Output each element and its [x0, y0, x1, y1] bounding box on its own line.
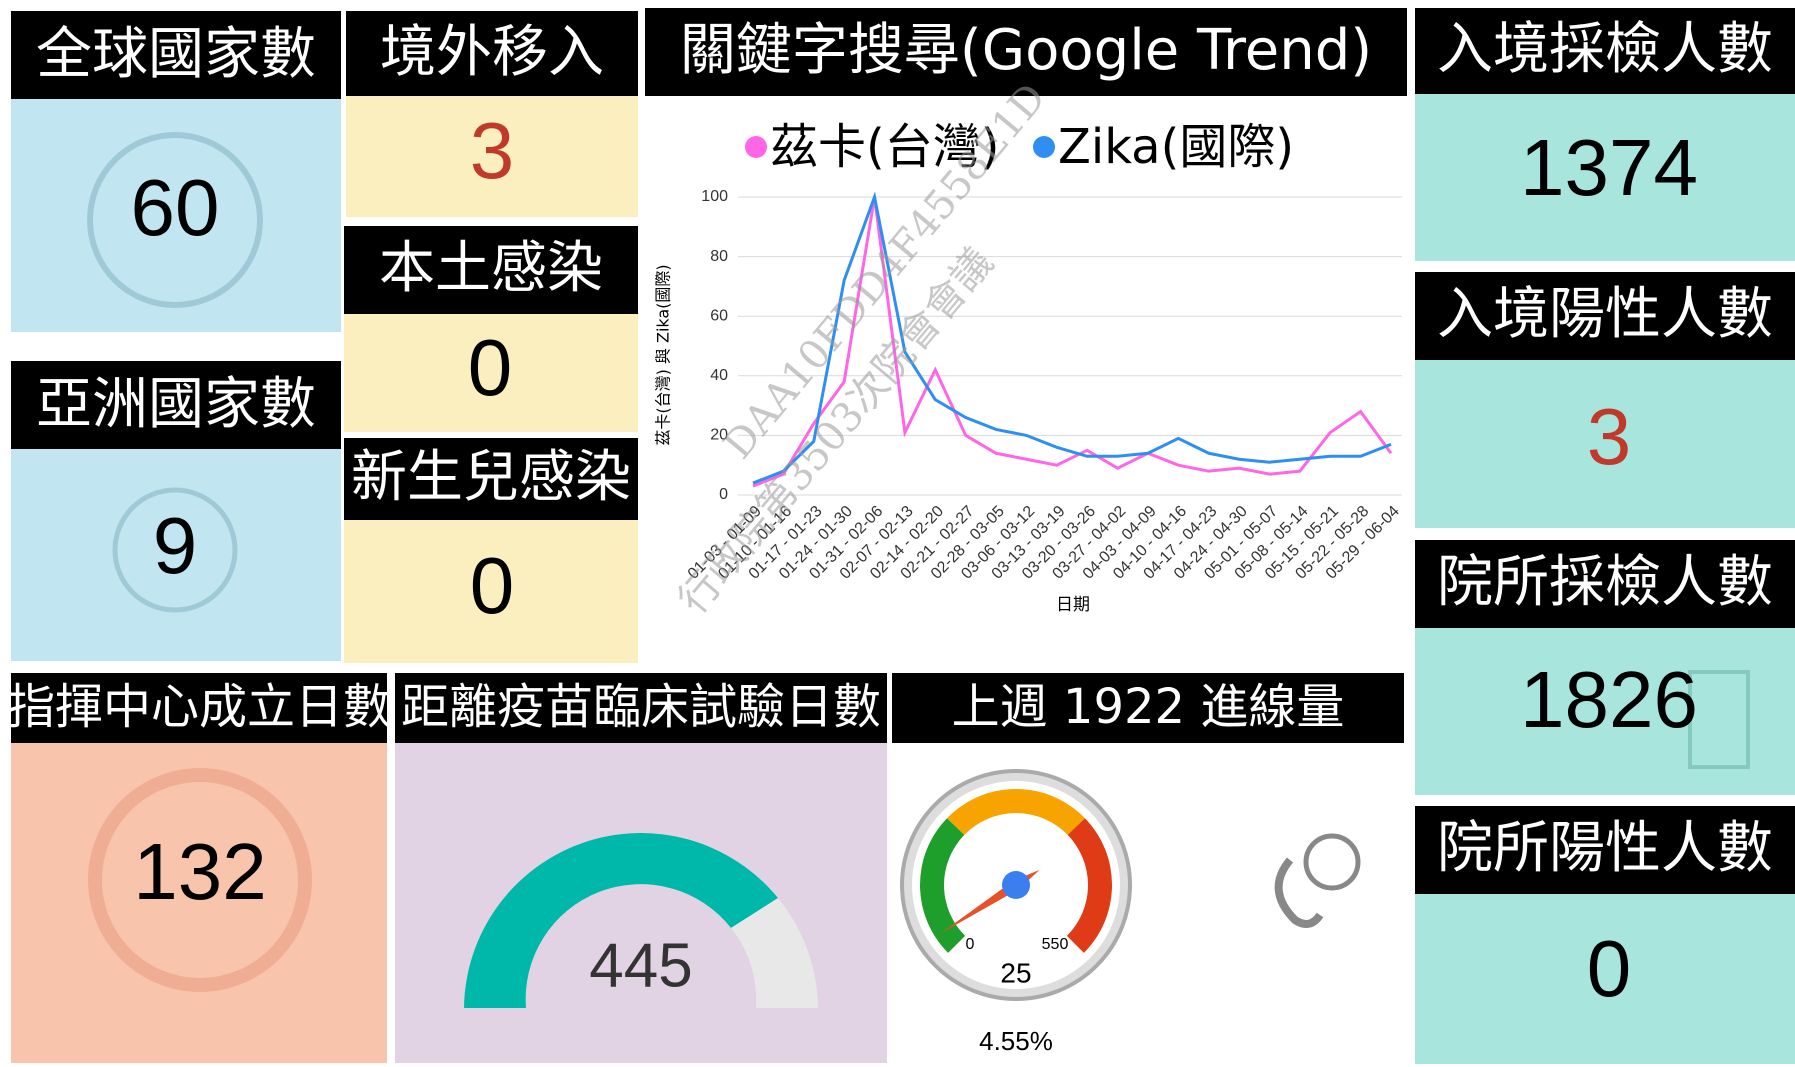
gauge-band	[1066, 818, 1113, 953]
tile-value: 3	[470, 106, 515, 195]
phone-icon	[1274, 857, 1324, 928]
chat-icon	[1303, 833, 1361, 891]
series-line	[752, 196, 1393, 488]
tile-value: 9	[153, 501, 198, 590]
gauge-rest	[731, 898, 818, 1008]
tile-title: 上週 1922 進線量	[952, 679, 1345, 735]
gauge-min: 0	[966, 936, 975, 953]
y-tick-label: 40	[710, 367, 728, 384]
legend-label: Zika(國際)	[1058, 119, 1294, 175]
gauge-fill	[464, 833, 778, 1008]
y-tick-label: 80	[710, 248, 728, 265]
tile-value: 3	[1587, 392, 1632, 481]
tile-header	[1415, 272, 1795, 360]
y-tick-label: 20	[710, 427, 728, 444]
series-line	[752, 191, 1392, 485]
gauge-band	[947, 789, 1085, 835]
tile-header	[11, 361, 341, 449]
chart-title: 關鍵字搜尋(Google Trend)	[680, 18, 1372, 83]
tile-value: 132	[133, 827, 266, 916]
hospital-icon	[1688, 670, 1750, 769]
tile-title: 本土感染	[379, 236, 603, 301]
globe-icon	[87, 132, 263, 308]
tile-header	[11, 11, 341, 99]
tile-header	[344, 226, 638, 314]
gauge-value: 445	[589, 931, 692, 1000]
tile-title: 入境採檢人數	[1437, 17, 1773, 82]
tile-header	[1415, 8, 1795, 94]
tile-title: 院所採檢人數	[1437, 550, 1773, 615]
gauge-band	[920, 818, 966, 953]
tile-value: 0	[470, 541, 515, 630]
tile-title: 亞洲國家數	[36, 372, 316, 437]
legend-marker	[745, 136, 767, 158]
gauge-hub	[1002, 871, 1030, 899]
asia-icon	[112, 487, 238, 613]
tile-header	[395, 673, 887, 743]
y-tick-label: 60	[710, 307, 728, 324]
tile-header	[1415, 806, 1795, 894]
gauge-percent: 4.55%	[979, 1026, 1053, 1056]
tile-header	[11, 673, 387, 743]
tile-title: 入境陽性人數	[1437, 282, 1773, 347]
tile-header	[645, 8, 1407, 96]
tile-title: 距離疫苗臨床試驗日數	[401, 679, 881, 735]
tile-value: 1826	[1520, 655, 1698, 744]
y-tick-label: 0	[719, 486, 728, 503]
tile-title: 新生兒感染	[351, 445, 631, 510]
tile-header	[344, 438, 638, 520]
calendar-icon	[88, 768, 312, 992]
tile-value: 0	[1587, 924, 1632, 1013]
x-axis-label: 日期	[1056, 595, 1090, 615]
tile-value: 0	[468, 323, 513, 412]
gauge-reading: 25	[1000, 957, 1031, 988]
tile-header	[1415, 540, 1795, 628]
y-tick-label: 100	[701, 188, 728, 205]
tile-header	[346, 11, 638, 96]
tile-header	[892, 673, 1404, 743]
y-axis-label: 茲卡(台灣) 與 Zika(國際)	[654, 264, 673, 445]
legend-marker	[1033, 136, 1055, 158]
tile-title: 指揮中心成立日數	[7, 679, 391, 735]
gauge-max: 550	[1042, 936, 1069, 953]
tile-title: 全球國家數	[36, 22, 316, 87]
tile-value: 1374	[1520, 123, 1698, 212]
tile-value: 60	[131, 163, 220, 252]
tile-title: 院所陽性人數	[1437, 816, 1773, 881]
legend-label: 茲卡(台灣)	[770, 119, 999, 175]
tile-title: 境外移入	[380, 20, 604, 85]
